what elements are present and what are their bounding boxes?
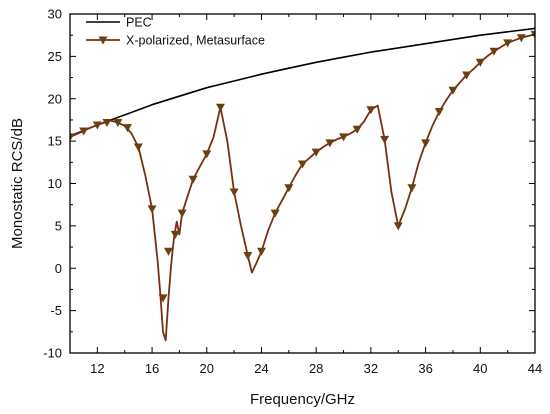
data-point-marker	[229, 188, 239, 197]
legend-label-metasurface: X-polarized, Metasurface	[126, 34, 265, 48]
y-tick-label: -5	[50, 303, 62, 318]
series-line-pec	[70, 27, 535, 137]
data-point-marker	[284, 184, 294, 193]
data-point-marker	[147, 205, 157, 214]
data-point-marker	[503, 39, 513, 48]
x-tick-label: 32	[364, 361, 378, 376]
data-point-marker	[215, 103, 225, 112]
data-point-marker	[170, 230, 180, 239]
data-point-marker	[339, 133, 349, 142]
y-tick-label: -10	[43, 346, 62, 361]
x-tick-label: 16	[145, 361, 159, 376]
data-point-marker	[421, 139, 431, 148]
data-point-marker	[311, 148, 321, 157]
data-point-marker	[122, 124, 132, 133]
data-point-marker	[298, 160, 307, 169]
data-point-marker	[202, 150, 212, 159]
data-point-marker	[489, 47, 499, 56]
y-tick-label: 5	[55, 218, 62, 233]
data-point-marker	[448, 86, 458, 95]
series-line-metasurface	[70, 33, 535, 342]
data-point-marker	[158, 294, 168, 303]
axes: 12 16 20 24 28 32 36 40 44 -10 -5 0 5 10 15 20 25 30	[43, 7, 542, 377]
data-point-marker	[177, 209, 187, 218]
y-tick-label: 25	[48, 49, 62, 64]
data-point-marker	[434, 107, 444, 116]
x-tick-label: 40	[473, 361, 487, 376]
legend: PEC X-polarized, Metasurface	[86, 16, 265, 48]
data-point-marker	[163, 247, 173, 256]
data-point-marker	[380, 135, 390, 144]
plot-area	[70, 27, 535, 342]
x-tick-label: 24	[254, 361, 268, 376]
data-point-marker	[270, 209, 280, 218]
data-point-marker	[352, 125, 362, 134]
x-tick-label: 44	[528, 361, 542, 376]
data-point-marker	[407, 184, 417, 193]
series-group	[70, 27, 535, 342]
x-tick-label: 12	[90, 361, 104, 376]
data-point-marker	[243, 252, 253, 261]
y-axis-title: Monostatic RCS/dB	[9, 118, 26, 249]
x-tick-label: 20	[200, 361, 214, 376]
data-point-marker	[188, 175, 198, 184]
x-axis-title: Frequency/GHz	[250, 391, 355, 408]
data-point-marker	[70, 133, 75, 142]
data-point-marker	[92, 121, 102, 130]
data-point-marker	[79, 127, 89, 136]
data-point-marker	[462, 71, 472, 80]
data-point-marker	[113, 118, 123, 127]
legend-marker	[98, 36, 108, 45]
y-tick-label: 30	[48, 7, 62, 22]
data-point-marker	[366, 106, 376, 115]
x-tick-label: 28	[309, 361, 323, 376]
x-tick-label: 36	[418, 361, 432, 376]
y-tick-label: 0	[55, 261, 62, 276]
y-tick-label: 20	[48, 91, 62, 106]
data-point-marker	[475, 58, 485, 67]
data-point-marker	[393, 222, 403, 231]
data-point-marker	[516, 34, 526, 43]
data-point-marker	[133, 143, 143, 152]
data-point-marker	[325, 139, 335, 148]
y-tick-label: 15	[48, 134, 62, 149]
legend-label-pec: PEC	[126, 16, 152, 30]
y-tick-label: 10	[48, 176, 62, 191]
data-point-marker	[256, 247, 266, 256]
data-point-marker	[102, 118, 112, 127]
